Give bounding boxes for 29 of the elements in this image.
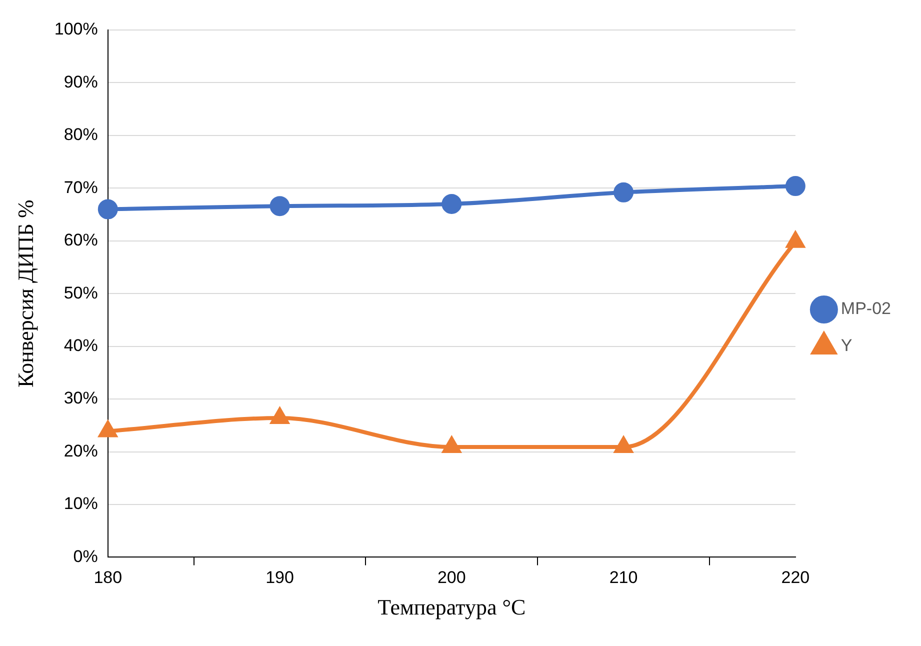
point <box>614 182 634 202</box>
y-tick-label: 70% <box>64 178 98 197</box>
y-tick-label: 0% <box>73 546 98 566</box>
point <box>442 194 462 214</box>
y-tick-label: 50% <box>64 283 98 302</box>
y-axis-title: Конверсия ДИПБ % <box>12 200 38 388</box>
y-tick-label: 90% <box>64 72 98 92</box>
point <box>785 176 806 196</box>
point <box>270 196 290 216</box>
y-tick-label: 20% <box>64 441 98 460</box>
y-tick-label: 60% <box>64 230 98 250</box>
point <box>270 408 289 424</box>
legend-label: Y <box>840 336 852 356</box>
y-tick-label: 100% <box>54 20 98 39</box>
x-tick-label: 180 <box>94 568 122 588</box>
x-tick-label: 190 <box>266 568 294 588</box>
x-axis-title: Температура °C <box>378 594 526 620</box>
y-tick-label: 30% <box>64 388 98 408</box>
x-tick-label: 220 <box>781 568 810 588</box>
point <box>98 421 117 438</box>
point <box>614 437 632 454</box>
y-tick-label: 80% <box>64 125 98 144</box>
point <box>98 199 118 220</box>
x-tick-label: 200 <box>437 568 466 588</box>
y-tick-label: 10% <box>64 494 98 514</box>
x-tick-label: 210 <box>609 568 638 588</box>
y-tick-label: 40% <box>64 336 98 356</box>
legend-label: MP-02 <box>840 299 892 318</box>
point <box>442 437 461 454</box>
